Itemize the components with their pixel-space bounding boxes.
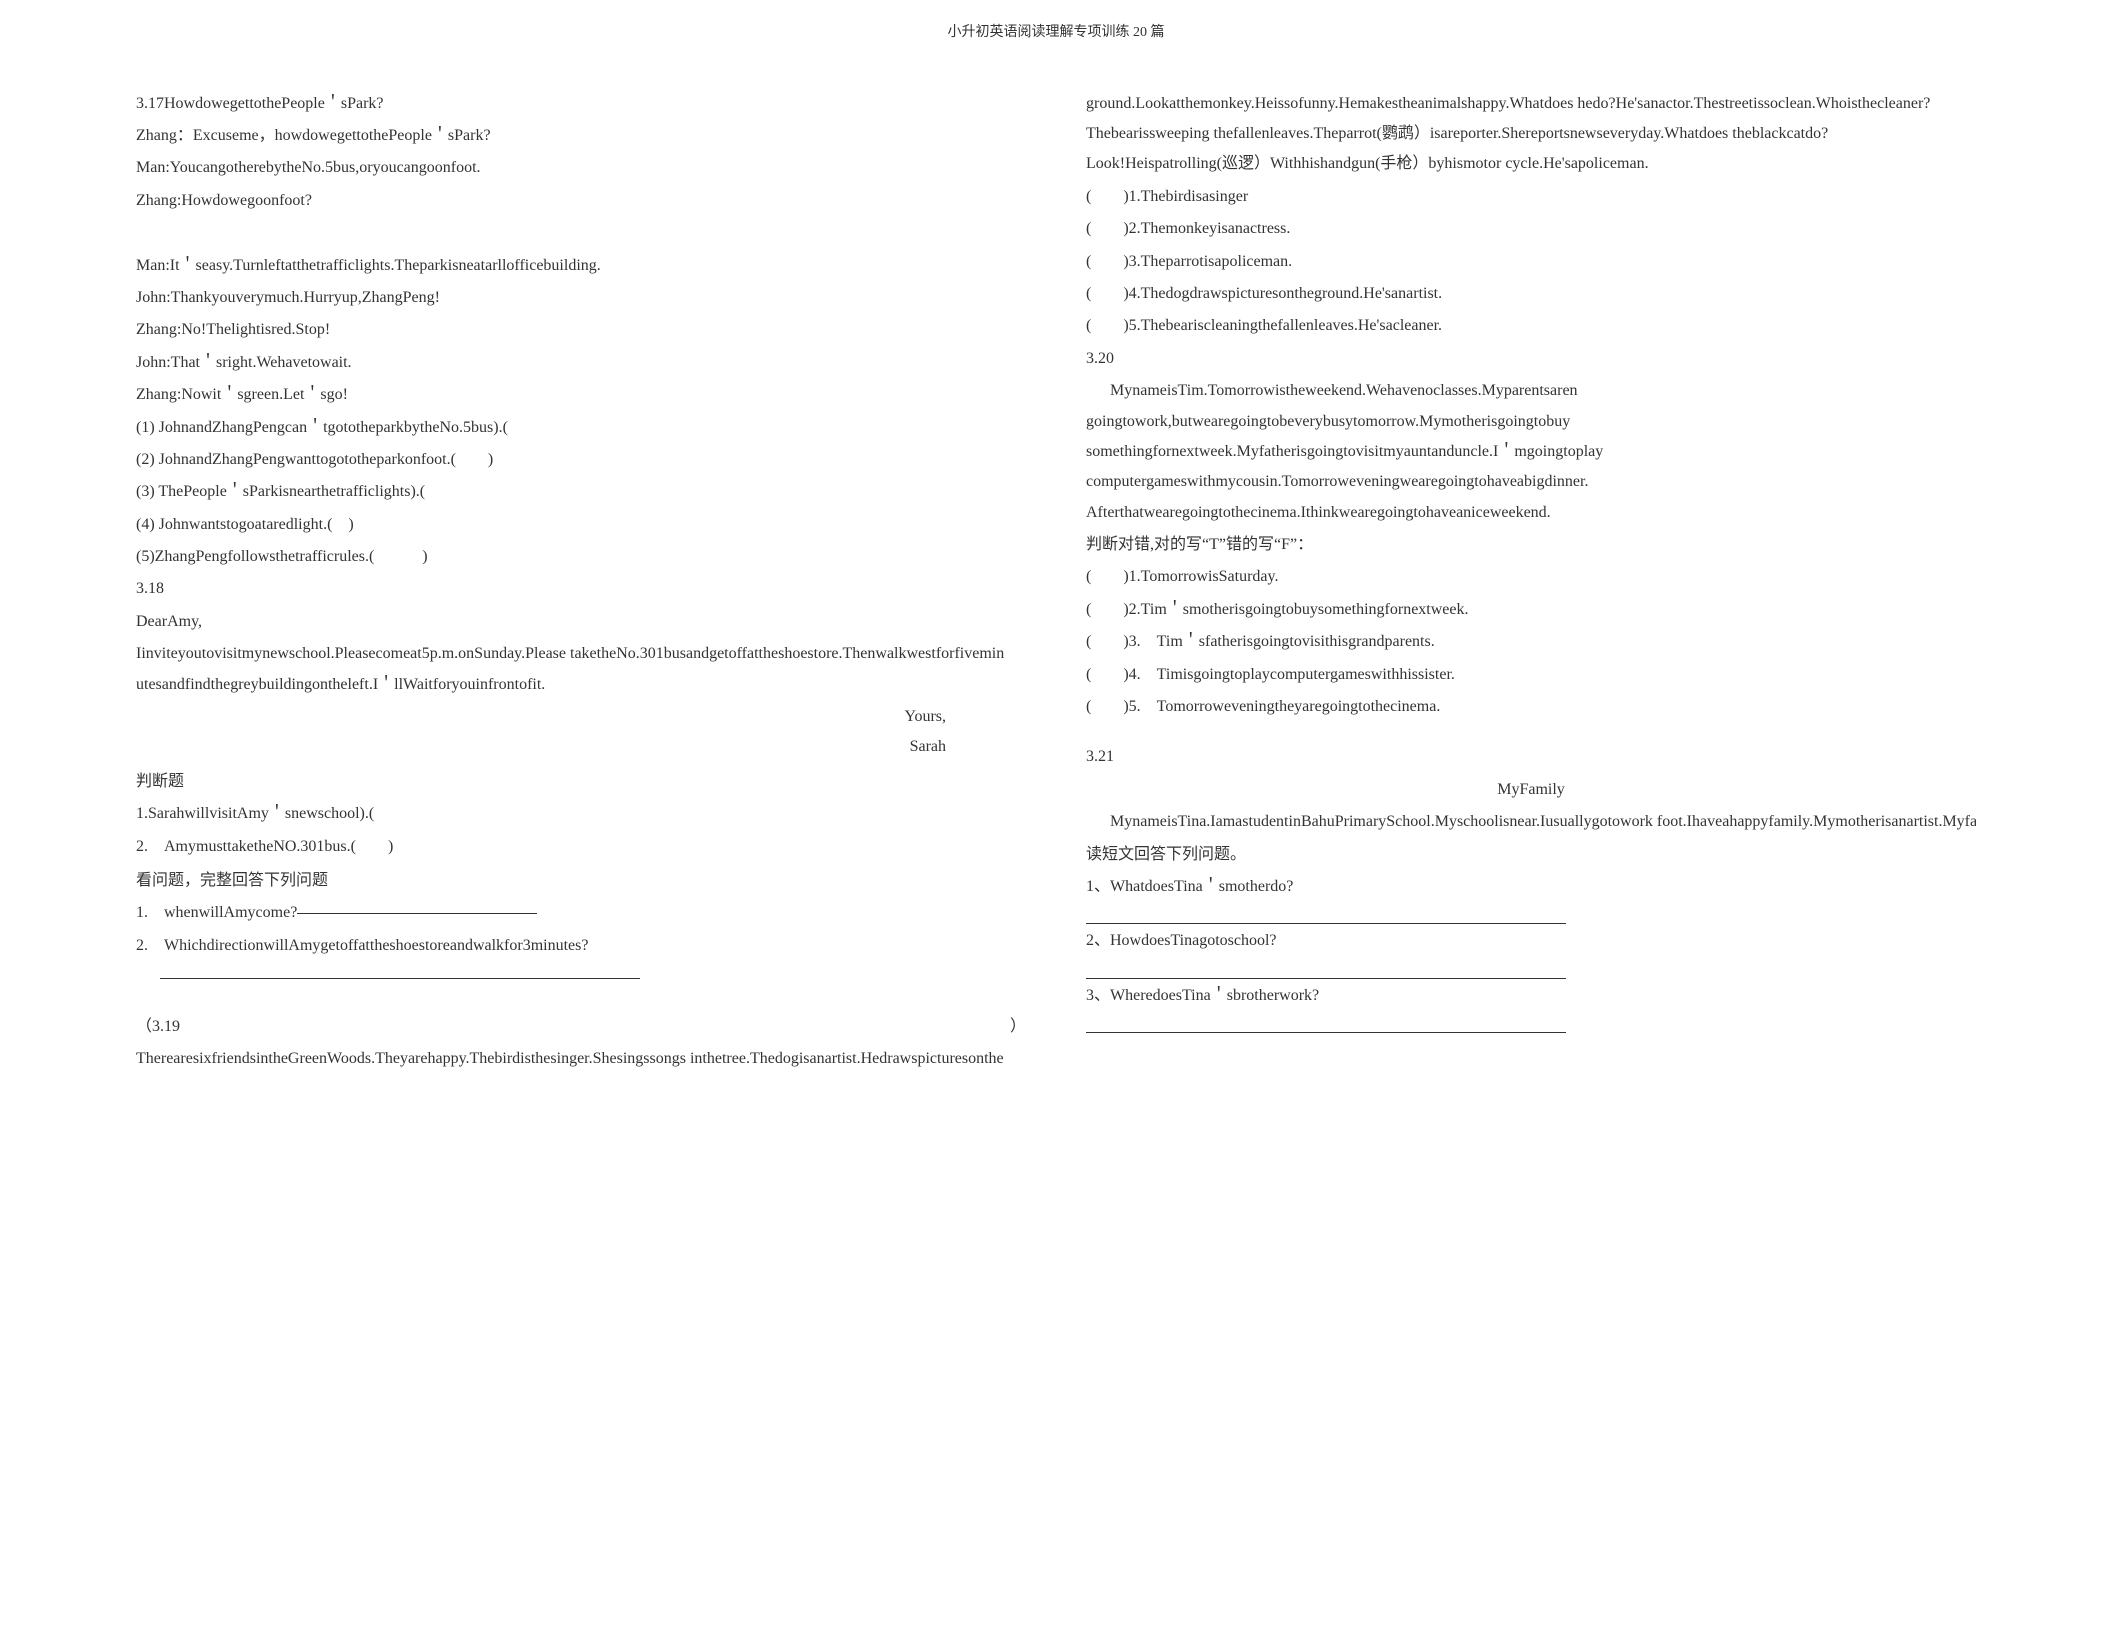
ask-item: 1、WhatdoesTina＇smotherdo? bbox=[1086, 872, 1976, 902]
two-column-container: 3.17HowdowegettothePeople＇sPark? Zhang：E… bbox=[56, 87, 2056, 1077]
right-column: ground.Lookatthemonkey.Heissofunny.Hemak… bbox=[1086, 87, 1976, 1077]
judge-item: 1.SarahwillvisitAmy＇snewschool).( bbox=[136, 799, 1026, 829]
dialogue-line: Zhang：Excuseme，howdowegettothePeople＇sPa… bbox=[136, 121, 1026, 151]
passage-321-subtitle: MyFamily bbox=[1086, 775, 1976, 805]
tf-item: ( )5. Tomorroweveningtheyaregoingtotheci… bbox=[1086, 692, 1976, 722]
passage-318-title: 3.18 bbox=[136, 574, 1026, 604]
tf-item: ( )2.Tim＇smotherisgoingtobuysomethingfor… bbox=[1086, 595, 1976, 625]
title-close-paren: ） bbox=[1010, 1012, 1026, 1042]
dialogue-line: Zhang:No!Thelightisred.Stop! bbox=[136, 315, 1026, 345]
answer-line bbox=[136, 963, 1026, 993]
passage-319-title: （3.19 ） bbox=[136, 1012, 1026, 1042]
ask-item: 2、HowdoesTinagotoschool? bbox=[1086, 926, 1976, 956]
dialogue-line: Zhang:Howdowegoonfoot? bbox=[136, 186, 1026, 216]
passage-319-body-continued: ground.Lookatthemonkey.Heissofunny.Hemak… bbox=[1086, 89, 1976, 180]
dialogue-line: John:That＇sright.Wehavetowait. bbox=[136, 348, 1026, 378]
page-header: 小升初英语阅读理解专项训练 20 篇 bbox=[0, 20, 2112, 47]
left-column: 3.17HowdowegettothePeople＇sPark? Zhang：E… bbox=[136, 87, 1026, 1077]
letter-greeting: DearAmy, bbox=[136, 607, 1026, 637]
judge-heading: 判断对错,对的写“T”错的写“F”： bbox=[1086, 530, 1976, 560]
tf-item: ( )4. Timisgoingtoplaycomputergameswithh… bbox=[1086, 660, 1976, 690]
letter-closing: Yours, bbox=[136, 702, 1026, 732]
answer-blank[interactable] bbox=[1086, 904, 1566, 924]
passage-320-body: MynameisTim.Tomorrowistheweekend.Wehaven… bbox=[1086, 376, 1976, 528]
letter-signature: Sarah bbox=[136, 732, 1026, 762]
tf-item: ( )1.Thebirdisasinger bbox=[1086, 182, 1976, 212]
ask-item: 2. WhichdirectionwillAmygetoffattheshoes… bbox=[136, 931, 1026, 961]
passage-319-body: TherearesixfriendsintheGreenWoods.Theyar… bbox=[136, 1044, 1026, 1074]
ask-text: 1. whenwillAmycome? bbox=[136, 904, 297, 921]
title-open-paren: （3.19 bbox=[136, 1018, 180, 1035]
question-item: (4) Johnwantstogoataredlight.( ) bbox=[136, 510, 1026, 540]
judge-heading: 判断题 bbox=[136, 767, 1026, 797]
dialogue-line: Man:YoucangotherebytheNo.5bus,oryoucango… bbox=[136, 153, 1026, 183]
passage-321-body: MynameisTina.IamastudentinBahuPrimarySch… bbox=[1086, 807, 1976, 837]
passage-321-title: 3.21 bbox=[1086, 742, 1976, 772]
answer-blank[interactable] bbox=[297, 913, 537, 914]
tf-item: ( )1.TomorrowisSaturday. bbox=[1086, 562, 1976, 592]
ask-heading: 读短文回答下列问题。 bbox=[1086, 840, 1976, 870]
tf-item: ( )3.Theparrotisapoliceman. bbox=[1086, 247, 1976, 277]
passage-317-title: 3.17HowdowegettothePeople＇sPark? bbox=[136, 89, 1026, 119]
tf-item: ( )3. Tim＇sfatherisgoingtovisithisgrandp… bbox=[1086, 627, 1976, 657]
tf-item: ( )5.Thebeariscleaningthefallenleaves.He… bbox=[1086, 311, 1976, 341]
dialogue-line: Zhang:Nowit＇sgreen.Let＇sgo! bbox=[136, 380, 1026, 410]
dialogue-line: John:Thankyouverymuch.Hurryup,ZhangPeng! bbox=[136, 283, 1026, 313]
answer-blank[interactable] bbox=[1086, 1013, 1566, 1033]
answer-blank[interactable] bbox=[160, 978, 640, 979]
question-item: (5)ZhangPengfollowsthetrafficrules.( ) bbox=[136, 542, 1026, 572]
question-item: (2) JohnandZhangPengwanttogototheparkonf… bbox=[136, 445, 1026, 475]
question-item: (3) ThePeople＇sParkisnearthetrafficlight… bbox=[136, 477, 1026, 507]
tf-item: ( )4.Thedogdrawspicturesontheground.He's… bbox=[1086, 279, 1976, 309]
letter-body: Iinviteyoutovisitmynewschool.Pleasecomea… bbox=[136, 639, 1026, 700]
ask-item: 1. whenwillAmycome? bbox=[136, 898, 1026, 928]
ask-heading: 看问题，完整回答下列问题 bbox=[136, 866, 1026, 896]
tf-item: ( )2.Themonkeyisanactress. bbox=[1086, 214, 1976, 244]
question-item: (1) JohnandZhangPengcan＇tgototheparkbyth… bbox=[136, 413, 1026, 443]
passage-320-title: 3.20 bbox=[1086, 344, 1976, 374]
blank-spacer bbox=[136, 218, 1026, 248]
dialogue-line: Man:It＇seasy.Turnleftatthetrafficlights.… bbox=[136, 251, 1026, 281]
answer-blank[interactable] bbox=[1086, 959, 1566, 979]
judge-item: 2. AmymusttaketheNO.301bus.( ) bbox=[136, 832, 1026, 862]
ask-item: 3、WheredoesTina＇sbrotherwork? bbox=[1086, 981, 1976, 1011]
